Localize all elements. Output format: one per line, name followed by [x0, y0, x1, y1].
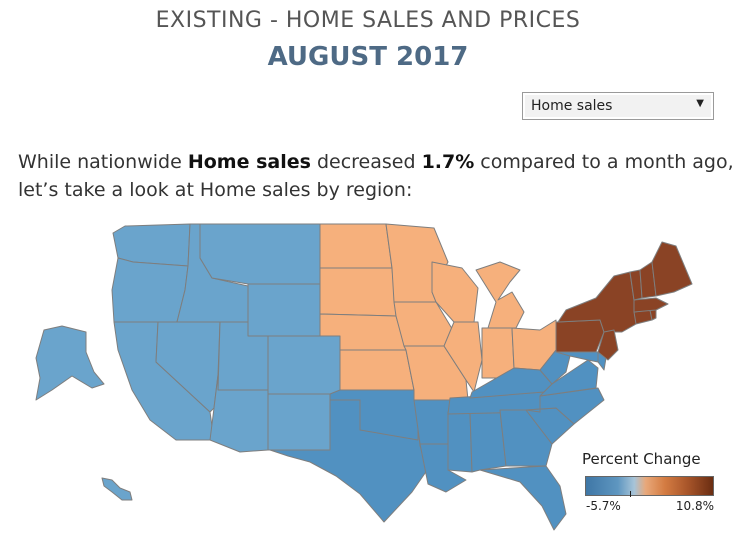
state-ks[interactable] [339, 349, 415, 391]
summary-text: While nationwide Home sales decreased 1.… [18, 148, 738, 204]
region-northeast[interactable] [555, 241, 693, 361]
page-title: EXISTING - HOME SALES AND PRICES [155, 8, 581, 33]
state-me[interactable] [651, 241, 693, 297]
state-ak[interactable] [35, 325, 105, 401]
state-wy[interactable] [247, 283, 321, 337]
state-nj[interactable] [597, 329, 619, 361]
legend-color-scale [585, 476, 714, 496]
measure-dropdown[interactable]: Home sales ▼ [522, 92, 714, 120]
caret-down-icon[interactable]: ▼ [696, 98, 704, 109]
state-wv[interactable] [539, 349, 571, 385]
state-or[interactable] [111, 257, 189, 323]
us-choropleth-map [35, 223, 693, 531]
state-ga[interactable] [499, 409, 553, 467]
region-midwest[interactable] [319, 223, 557, 401]
summary-part3: compared to a month ago, [474, 151, 734, 173]
state-ms[interactable] [447, 411, 473, 473]
legend-title: Percent Change [582, 450, 701, 468]
page-subtitle: AUGUST 2017 [267, 42, 469, 72]
legend-min-label: -5.7% [586, 499, 621, 513]
state-fl[interactable] [479, 465, 567, 531]
summary-change: 1.7% [421, 151, 475, 173]
dropdown-selected-value: Home sales [531, 98, 613, 114]
state-pa[interactable] [555, 319, 605, 353]
state-co[interactable] [267, 335, 341, 395]
state-ma[interactable] [633, 297, 669, 313]
summary-part1: While nationwide [18, 151, 188, 173]
summary-metric: Home sales [187, 151, 311, 173]
state-nm[interactable] [267, 393, 331, 451]
region-south[interactable] [269, 349, 607, 531]
legend-zero-tick [630, 491, 631, 497]
state-sd[interactable] [319, 267, 397, 317]
state-mi[interactable] [475, 261, 525, 329]
legend-max-label: 10.8% [675, 499, 714, 513]
state-nd[interactable] [319, 223, 393, 269]
state-mt[interactable] [199, 223, 321, 285]
region-west[interactable] [35, 223, 341, 501]
state-nc[interactable] [525, 387, 605, 425]
summary-part2: decreased [310, 151, 422, 173]
state-hi[interactable] [101, 477, 133, 501]
summary-line2: let’s take a look at Home sales by regio… [18, 179, 413, 201]
state-ok[interactable] [329, 389, 419, 441]
